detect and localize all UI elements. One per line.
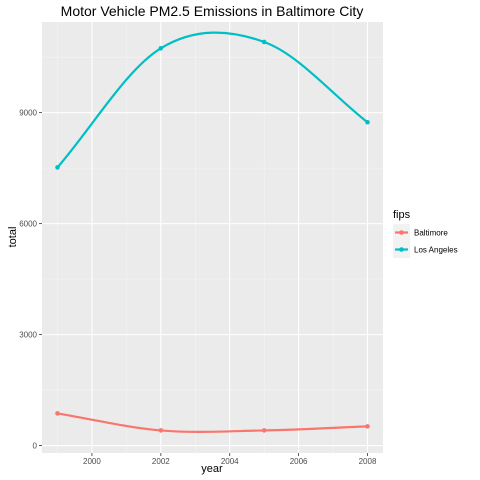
data-point-los-angeles (55, 165, 60, 170)
legend: fips Baltimore Los Angeles (393, 209, 458, 258)
data-point-los-angeles (365, 119, 370, 125)
x-tick-label: 2006 (290, 457, 308, 466)
data-point-baltimore (158, 428, 164, 433)
axis-ticks (39, 112, 368, 456)
y-tick-label: 6000 (19, 220, 37, 229)
x-tick-label: 2008 (359, 457, 377, 466)
x-tick-label: 2000 (83, 457, 101, 466)
legend-label-los-angeles: Los Angeles (414, 246, 458, 255)
data-point-los-angeles (158, 45, 164, 51)
y-axis-title: total (7, 227, 19, 248)
series-line-los-angeles (56, 31, 369, 169)
chart-title: Motor Vehicle PM2.5 Emissions in Baltimo… (61, 3, 364, 19)
data-point-baltimore (261, 428, 267, 433)
legend-title: fips (393, 209, 411, 221)
y-tick-label: 3000 (19, 331, 37, 340)
series-line-baltimore (57, 412, 368, 433)
legend-key-point-los-angeles (399, 247, 404, 252)
data-point-baltimore (55, 411, 60, 416)
y-tick-label: 9000 (19, 109, 37, 118)
x-tick-labels: 2000 2002 2004 2006 2008 (83, 457, 377, 466)
legend-label-baltimore: Baltimore (414, 229, 448, 238)
major-grid (42, 22, 383, 453)
x-tick-label: 2004 (221, 457, 239, 466)
series-layer (55, 31, 370, 433)
legend-key-point-baltimore (399, 230, 404, 235)
minor-grid (42, 22, 383, 453)
x-axis-title: year (201, 463, 223, 475)
panel-background (42, 22, 383, 453)
x-tick-label: 2002 (152, 457, 170, 466)
data-point-los-angeles (261, 39, 267, 45)
y-tick-labels: 0 3000 6000 9000 (19, 109, 37, 451)
data-point-baltimore (365, 424, 370, 429)
y-tick-label: 0 (33, 442, 38, 451)
